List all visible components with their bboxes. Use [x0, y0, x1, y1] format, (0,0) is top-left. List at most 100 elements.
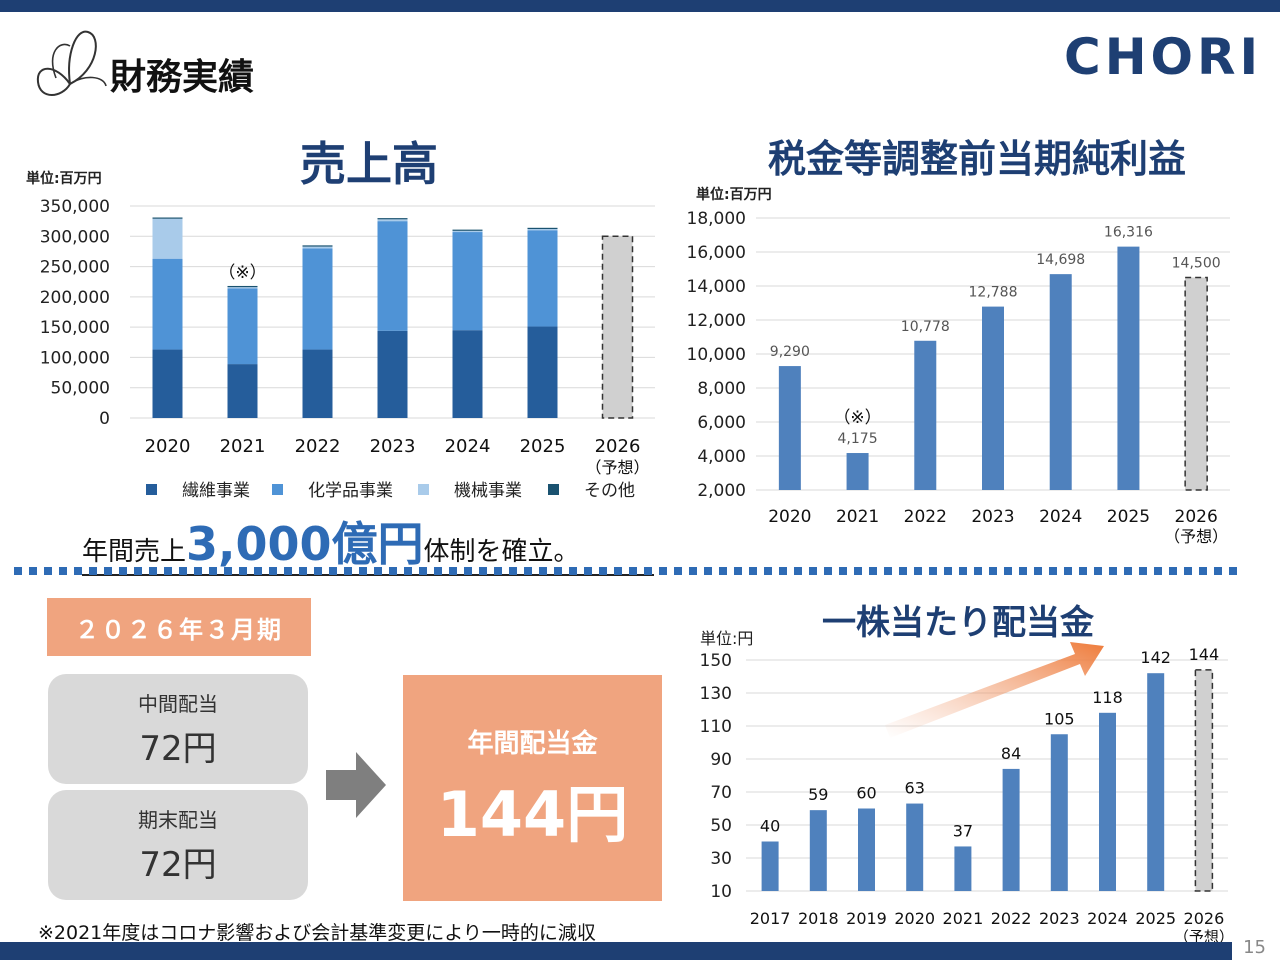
- data-label: 37: [953, 821, 973, 840]
- y-tick-label: 70: [710, 783, 732, 803]
- bar-3: [302, 246, 333, 249]
- y-tick-label: 12,000: [687, 311, 746, 331]
- bar-3: [452, 230, 483, 233]
- yearend-dividend-box: 期末配当 72円: [48, 790, 308, 900]
- x-tick-label: 2026: [1175, 507, 1218, 527]
- legend-swatch: [146, 484, 157, 495]
- data-label: 14,500: [1172, 256, 1221, 272]
- slogan-post: 体制を確立。: [423, 537, 580, 567]
- data-label: 142: [1140, 648, 1171, 667]
- y-tick-label: 250,000: [40, 258, 110, 278]
- x-tick-label: 2017: [750, 909, 791, 928]
- bar-2: [227, 288, 258, 365]
- profit-unit-label: 単位:百万円: [696, 187, 772, 203]
- y-tick-label: 110: [700, 717, 732, 737]
- bar: [846, 453, 869, 490]
- bar-3: [377, 219, 408, 222]
- x-tick-label: 2025: [520, 436, 566, 457]
- butterfly-logo-icon: [36, 30, 107, 96]
- top-bar: [0, 0, 1280, 12]
- data-label: 14,698: [1036, 252, 1085, 268]
- y-tick-label: 4,000: [697, 447, 746, 467]
- forecast-label: （予想）: [1164, 527, 1228, 546]
- bar: [1117, 246, 1140, 490]
- x-tick-label: 2026: [595, 436, 641, 457]
- bar-1: [527, 326, 558, 418]
- bar: [914, 340, 937, 490]
- bottom-bar: [0, 942, 1232, 960]
- bar: [809, 810, 827, 891]
- y-tick-label: 10,000: [687, 345, 746, 365]
- data-label: 144: [1189, 645, 1220, 664]
- bar-2: [527, 230, 558, 327]
- forecast-bar: [1184, 276, 1208, 491]
- y-tick-label: 30: [710, 849, 732, 869]
- y-tick-label: 90: [710, 750, 732, 770]
- data-label: 4,175: [838, 431, 878, 447]
- data-label: 16,316: [1104, 225, 1153, 241]
- annual-dividend-value: 144円: [436, 777, 629, 851]
- note-mark: （※）: [218, 263, 266, 283]
- legend-swatch: [272, 484, 283, 495]
- forecast-bar: [601, 235, 634, 419]
- slogan-amount: 3,000億円: [186, 517, 424, 571]
- bar-4: [152, 217, 183, 219]
- legend-label: その他: [584, 481, 635, 501]
- x-tick-label: 2020: [145, 436, 191, 457]
- bar: [761, 841, 779, 891]
- bar-4: [527, 227, 558, 230]
- sales-unit-label: 単位:百万円: [26, 171, 102, 187]
- yearend-dividend-label: 期末配当: [138, 808, 218, 832]
- y-tick-label: 130: [700, 684, 732, 704]
- x-tick-label: 2022: [295, 436, 341, 457]
- data-label: 9,290: [770, 344, 810, 360]
- bar-4: [452, 229, 483, 231]
- y-tick-label: 100,000: [40, 348, 110, 368]
- bar: [1099, 712, 1116, 891]
- x-tick-label: 2018: [798, 909, 839, 928]
- bar: [1147, 673, 1165, 891]
- x-tick-label: 2019: [846, 909, 887, 928]
- bar-2: [452, 232, 483, 331]
- x-tick-label: 2021: [836, 507, 879, 527]
- bar-3: [227, 287, 258, 289]
- y-tick-label: 350,000: [40, 197, 110, 217]
- bar: [1050, 734, 1068, 891]
- bar-1: [302, 349, 333, 418]
- bar: [906, 803, 924, 891]
- legend-label: 化学品事業: [308, 481, 393, 501]
- dividend-chart: 150 130 110 90 70 50 30 10 40 2017 59 2018 60 2019 63 2…: [700, 642, 1234, 945]
- bar-2: [302, 248, 333, 350]
- right-arrow-icon: [326, 752, 386, 818]
- bar-3: [527, 229, 558, 231]
- footnote: ※2021年度はコロナ影響および会計基準変更により一時的に減収: [38, 922, 596, 944]
- bar-3: [152, 218, 183, 259]
- annual-dividend-box: 年間配当金 144円: [403, 675, 662, 901]
- forecast-bar: [1194, 669, 1214, 892]
- y-tick-label: 14,000: [687, 277, 746, 297]
- data-label: 40: [760, 817, 780, 836]
- x-tick-label: 2020: [768, 507, 811, 527]
- bar: [1049, 274, 1072, 490]
- y-tick-label: 16,000: [687, 243, 746, 263]
- bar-4: [377, 218, 408, 220]
- bar: [1002, 768, 1020, 891]
- interim-dividend-label: 中間配当: [138, 692, 218, 716]
- x-tick-label: 2022: [991, 909, 1032, 928]
- x-tick-label: 2026: [1184, 909, 1225, 928]
- data-label: 84: [1001, 744, 1021, 763]
- bar-4: [302, 245, 333, 247]
- data-label: 105: [1044, 709, 1075, 728]
- bar-4: [227, 285, 258, 288]
- x-tick-label: 2024: [1087, 909, 1128, 928]
- legend-label: 繊維事業: [182, 481, 250, 501]
- y-tick-label: 300,000: [40, 227, 110, 247]
- profit-chart: 18,000 16,000 14,000 12,000 10,000 8,000 6,000…: [687, 209, 1230, 546]
- section-divider: [14, 567, 1240, 575]
- x-tick-label: 2023: [971, 507, 1014, 527]
- y-tick-label: 2,000: [697, 481, 746, 501]
- sales-slogan: 年間売上3,000億円体制を確立。: [82, 508, 654, 576]
- bar-1: [227, 364, 258, 418]
- x-tick-label: 2023: [370, 436, 416, 457]
- bar-2: [377, 221, 408, 331]
